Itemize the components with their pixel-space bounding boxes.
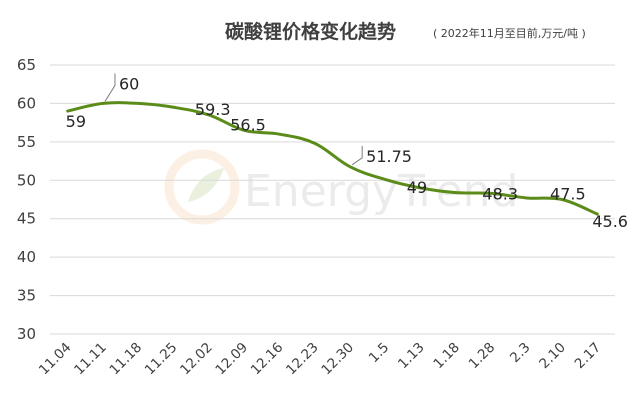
data-label: 45.6 — [592, 212, 628, 231]
x-tick-label: 11.18 — [106, 340, 145, 379]
x-tick-label: 12.23 — [283, 340, 322, 379]
y-tick-label: 65 — [17, 56, 36, 74]
y-tick-label: 45 — [17, 210, 36, 228]
series-line-0 — [66, 101, 599, 216]
chart-title: 碳酸锂价格变化趋势 — [225, 20, 396, 43]
x-tick-label: 2.3 — [507, 340, 534, 367]
x-axis-ticks: 11.0411.1111.1811.2512.0212.0912.1612.23… — [36, 340, 604, 379]
x-tick-label: 12.02 — [177, 340, 216, 379]
data-label: 51.75 — [366, 147, 412, 166]
x-tick-label: 12.16 — [248, 340, 287, 379]
chart-subtitle: ( 2022年11月至目前,万元/吨 ) — [433, 26, 586, 40]
y-tick-label: 60 — [17, 94, 36, 112]
x-tick-label: 2.17 — [572, 340, 605, 373]
y-tick-label: 50 — [17, 171, 36, 189]
y-tick-label: 55 — [17, 133, 36, 151]
y-tick-label: 40 — [17, 248, 36, 266]
x-tick-label: 11.25 — [142, 340, 181, 379]
watermark-leaf-icon — [188, 168, 224, 202]
data-label: 49 — [407, 178, 427, 197]
x-tick-label: 1.5 — [366, 340, 393, 367]
data-label: 59 — [66, 112, 86, 131]
x-tick-label: 1.13 — [395, 340, 428, 373]
data-label: 59.3 — [195, 100, 231, 119]
data-label: 47.5 — [550, 185, 586, 204]
watermark-logo-icon — [164, 149, 240, 225]
x-tick-label: 12.30 — [318, 340, 357, 379]
x-tick-label: 11.04 — [36, 340, 75, 379]
data-label: 56.5 — [230, 115, 266, 134]
y-tick-label: 30 — [17, 325, 36, 343]
gridlines — [50, 64, 615, 335]
data-labels: 59 60 59.356.5 51.75 49 48.3 47.5 45.6 — [66, 73, 628, 231]
y-axis-ticks: 30 35 40 45 50 55 60 65 — [17, 56, 36, 343]
y-tick-label: 35 — [17, 287, 36, 305]
x-tick-label: 2.10 — [536, 340, 569, 373]
data-label: 48.3 — [482, 184, 518, 203]
x-tick-label: 1.28 — [466, 340, 499, 373]
series-group — [66, 101, 599, 216]
x-tick-label: 11.11 — [71, 340, 110, 379]
x-tick-label: 1.18 — [430, 340, 463, 373]
x-tick-label: 12.09 — [212, 340, 251, 379]
data-label: 60 — [119, 74, 139, 93]
label-leader-line — [351, 145, 363, 166]
label-leader-line — [104, 73, 116, 102]
